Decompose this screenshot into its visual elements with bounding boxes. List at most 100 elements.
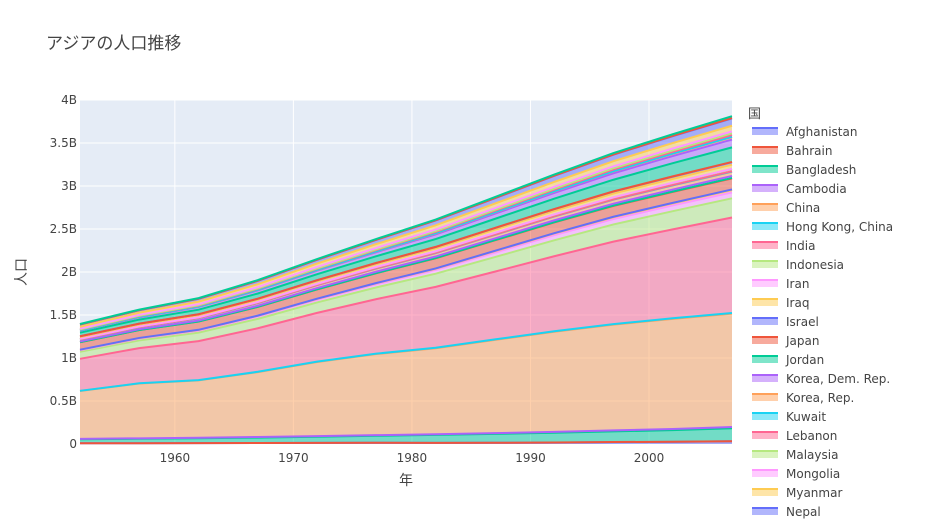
line-korea-dem-rep- [79,174,733,343]
legend-label: Kuwait [786,410,826,424]
area-thailand[interactable] [80,125,732,329]
legend-swatch [752,413,778,420]
legend-item-mongolia[interactable]: Mongolia [752,467,840,481]
legend-swatch [752,318,778,325]
x-tick-label: 1970 [278,451,309,465]
legend-label: Lebanon [786,429,837,443]
line-hong-kong-china [79,312,733,392]
line-cambodia [79,426,733,440]
y-tick-label: 2.5B [50,222,77,236]
legend-label: India [786,239,815,253]
legend-swatch [752,356,778,363]
legend-swatch [752,166,778,173]
legend-item-kuwait[interactable]: Kuwait [752,410,826,424]
x-tick-label: 1990 [515,451,546,465]
area-vietnam[interactable] [80,118,732,327]
legend-swatch [752,337,778,344]
area-philippines[interactable] [80,139,732,333]
area-myanmar[interactable] [80,164,732,339]
legend-swatch [752,223,778,230]
x-tick-label: 1960 [160,451,191,465]
legend-label: Korea, Rep. [786,391,854,405]
y-tick-label: 3B [61,179,77,193]
legend-item-bangladesh[interactable]: Bangladesh [752,163,856,177]
legend-item-hong-kong-china[interactable]: Hong Kong, China [752,220,893,234]
line-bahrain [79,440,733,445]
legend-label: Korea, Dem. Rep. [786,372,890,386]
legend-swatch [752,299,778,306]
legend-label: Bangladesh [786,163,856,177]
legend-item-korea-dem-rep-[interactable]: Korea, Dem. Rep. [752,372,890,386]
legend-label: China [786,201,820,215]
legend-swatch [752,508,778,515]
legend-label: Myanmar [786,486,842,500]
y-tick-label: 1B [61,351,77,365]
legend-label: Mongolia [786,467,840,481]
area-india[interactable] [80,217,732,391]
legend-item-indonesia[interactable]: Indonesia [752,258,844,272]
x-axis-label: 年 [399,473,413,489]
legend-swatch [752,432,778,439]
legend-item-israel[interactable]: Israel [752,315,819,329]
line-india [79,216,733,360]
line-oman [79,160,733,338]
legend-title: 国 [748,107,761,122]
y-tick-label: 4B [61,93,77,107]
legend[interactable]: 国 Afghanistan Bahrain Bangladesh Cambodia Ch… [748,107,893,519]
area-japan[interactable] [80,178,732,350]
legend-item-india[interactable]: India [752,239,815,253]
legend-items[interactable]: Afghanistan Bahrain Bangladesh Cambodia Chin… [752,125,893,519]
legend-item-myanmar[interactable]: Myanmar [752,486,842,500]
legend-item-malaysia[interactable]: Malaysia [752,448,838,462]
area-iran[interactable] [80,192,732,352]
legend-label: Japan [785,334,819,348]
area-china[interactable] [80,313,732,439]
legend-label: Iran [786,277,809,291]
y-axis-label: 人口 [14,258,30,286]
legend-item-afghanistan[interactable]: Afghanistan [752,125,857,139]
legend-item-nepal[interactable]: Nepal [752,505,821,519]
legend-item-japan[interactable]: Japan [752,334,819,348]
y-tick-label: 3.5B [50,136,77,150]
legend-swatch [752,147,778,154]
line-israel [79,188,733,351]
legend-item-china[interactable]: China [752,201,820,215]
legend-swatch [752,394,778,401]
legend-label: Afghanistan [786,125,857,139]
legend-label: Bahrain [786,144,832,158]
line-indonesia [79,197,733,353]
line-yemen-rep- [79,115,733,325]
legend-swatch [752,204,778,211]
legend-swatch [752,128,778,135]
legend-item-korea-rep-[interactable]: Korea, Rep. [752,391,854,405]
legend-item-iraq[interactable]: Iraq [752,296,809,310]
y-tick-label: 0.5B [50,394,77,408]
legend-swatch [752,185,778,192]
y-tick-label: 2B [61,265,77,279]
legend-label: Malaysia [786,448,838,462]
area-korea-rep-[interactable] [80,171,732,342]
legend-swatch [752,280,778,287]
legend-swatch [752,470,778,477]
legend-label: Hong Kong, China [786,220,893,234]
legend-item-cambodia[interactable]: Cambodia [752,182,847,196]
legend-item-bahrain[interactable]: Bahrain [752,144,832,158]
legend-item-jordan[interactable]: Jordan [752,353,824,367]
legend-label: Indonesia [786,258,844,272]
y-tick-label: 0 [69,437,77,451]
x-axis-ticks: 1960 1970 1980 1990 2000 [160,451,665,465]
legend-swatch [752,375,778,382]
line-pakistan [79,146,733,334]
legend-swatch [752,451,778,458]
legend-swatch [752,489,778,496]
line-taiwan [79,130,733,330]
legend-item-iran[interactable]: Iran [752,277,809,291]
legend-item-lebanon[interactable]: Lebanon [752,429,837,443]
x-tick-label: 1980 [397,451,428,465]
legend-label: Israel [786,315,819,329]
area-indonesia[interactable] [80,198,732,359]
y-axis-ticks: 0 0.5B 1B 1.5B 2B 2.5B 3B 3.5B 4B [50,93,77,451]
legend-label: Nepal [786,505,821,519]
chart-title: アジアの人口推移 [46,34,181,54]
